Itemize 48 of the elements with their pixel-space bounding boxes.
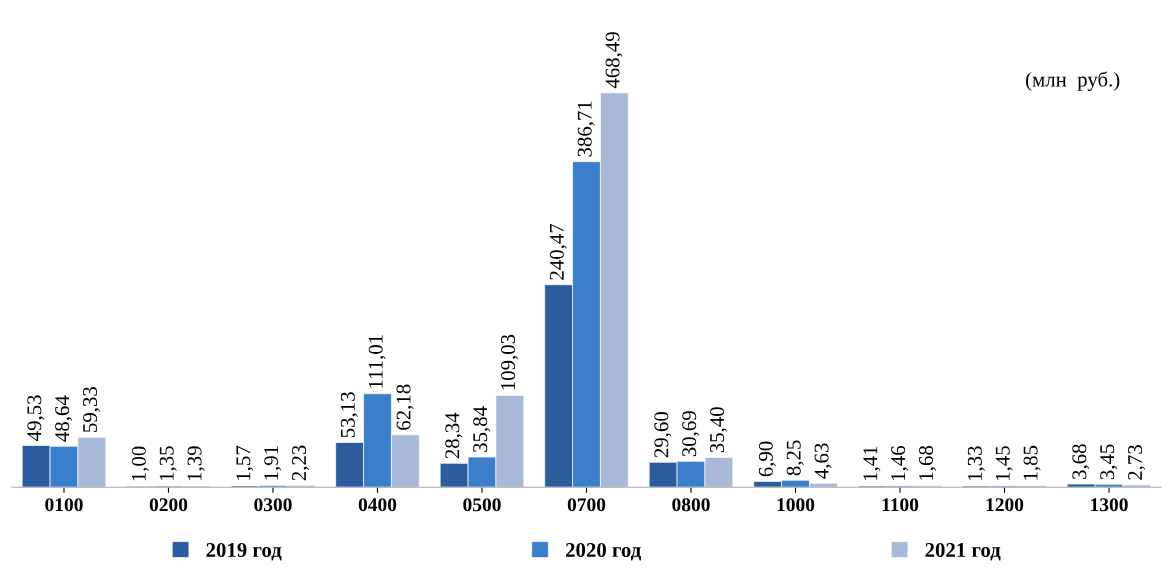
- x-tick-label: 0400: [358, 498, 397, 512]
- data-label: 109,03: [501, 334, 519, 390]
- data-label: 29,60: [654, 412, 672, 458]
- data-label: 48,64: [55, 395, 73, 442]
- data-label: 62,18: [396, 384, 414, 430]
- data-label: 3,68: [1072, 444, 1090, 479]
- data-label: 1,91: [264, 446, 282, 480]
- text: (млн руб.): [1026, 71, 1120, 91]
- x-tick-label: 0700: [567, 498, 606, 512]
- data-label: 1,85: [1023, 445, 1041, 480]
- data-label: 4,63: [814, 443, 832, 479]
- x-tick-label: 0500: [463, 498, 501, 512]
- data-label: 2,73: [1128, 445, 1146, 480]
- x-tick-label: 1200: [986, 498, 1024, 512]
- data-label: 1,68: [919, 445, 937, 480]
- data-label: 1,00: [131, 446, 149, 481]
- legend-label: 2021 год: [925, 542, 1001, 561]
- data-label: 1,35: [159, 446, 177, 481]
- data-label: 1,46: [891, 445, 909, 480]
- x-tick-label: 0100: [45, 498, 83, 512]
- x-tick-label: 1100: [882, 498, 919, 512]
- x-tick-label: 0200: [149, 498, 188, 512]
- data-label: 3,45: [1100, 444, 1118, 480]
- x-tick-label: 1000: [777, 498, 815, 512]
- data-label: 1,57: [236, 445, 254, 480]
- x-tick-label: 0300: [254, 498, 292, 512]
- data-label: 2,23: [292, 445, 310, 481]
- data-label: 1,41: [863, 446, 881, 481]
- data-label: 1,33: [967, 446, 985, 481]
- data-label: 8,25: [786, 440, 804, 476]
- data-label: 49,53: [27, 395, 45, 441]
- data-label: 6,90: [758, 441, 776, 477]
- data-label: 35,84: [473, 406, 491, 452]
- legend-label: 2020 год: [565, 542, 642, 561]
- data-label: 111,01: [368, 335, 386, 388]
- data-label: 53,13: [340, 392, 358, 438]
- data-label: 28,34: [445, 412, 463, 459]
- data-label: 386,71: [577, 101, 595, 157]
- data-label: 468,49: [605, 32, 623, 89]
- data-label: 30,69: [682, 411, 700, 457]
- data-label: 59,33: [83, 387, 101, 432]
- x-tick-label: 1300: [1091, 498, 1128, 512]
- data-label: 1,45: [995, 446, 1013, 480]
- data-label: 1,39: [187, 446, 205, 481]
- data-label: 240,47: [549, 223, 567, 280]
- data-label: 35,40: [710, 407, 728, 453]
- x-tick-label: 0800: [672, 498, 710, 512]
- legend-label: 2019 год: [206, 542, 282, 561]
